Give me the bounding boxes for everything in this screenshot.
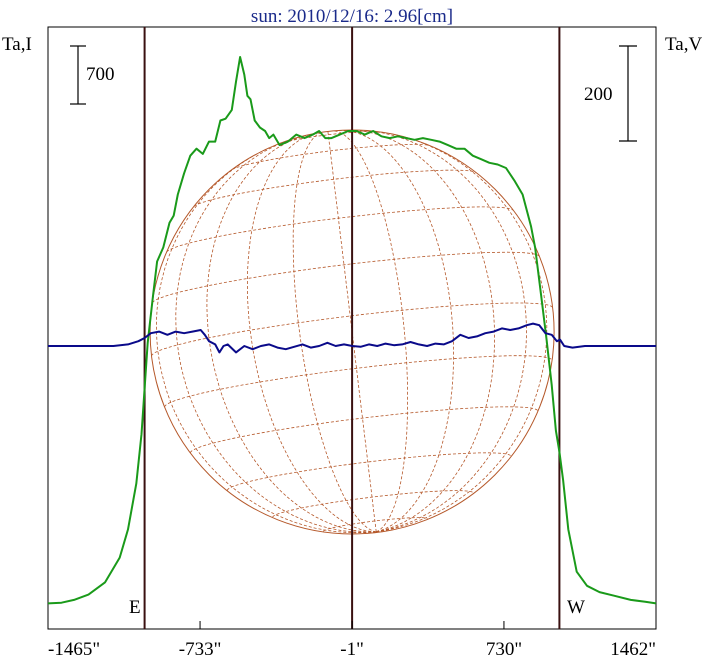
left-axis-label: Ta,I <box>2 34 32 55</box>
parallel-line <box>323 517 428 532</box>
x-tick-label: -1465" <box>48 639 100 660</box>
meridian-line <box>247 132 377 533</box>
parallel-line <box>226 452 512 491</box>
limb-label-east: E <box>129 597 141 618</box>
parallel-line <box>164 355 553 408</box>
scale-bar-right <box>619 45 637 142</box>
parallel-line <box>231 144 431 170</box>
right-axis-label: Ta,V <box>665 34 702 55</box>
series-layer <box>47 56 657 605</box>
x-axis-ticks: -1465" -733" -1" 730" 1462" <box>47 621 657 660</box>
meridian-line <box>206 135 377 533</box>
meridian-line <box>364 130 527 533</box>
x-tick-label: 1462" <box>610 639 656 660</box>
meridian-line <box>338 130 454 533</box>
meridian-line <box>175 138 377 533</box>
parallel-line <box>272 490 474 518</box>
center-and-limb-lines <box>143 27 561 629</box>
meridian-line <box>155 147 377 534</box>
parallel-line <box>193 169 477 207</box>
intensity-series-line <box>47 56 657 605</box>
x-tick-label: -1" <box>340 639 364 660</box>
chart-title: sun: 2010/12/16: 2.96[cm] <box>251 6 453 27</box>
scale-bar-left <box>70 45 86 105</box>
parallel-line <box>190 406 539 453</box>
parallel-line <box>166 206 514 253</box>
x-tick-label: 730" <box>486 639 522 660</box>
scale-bar-right-label: 200 <box>584 84 613 105</box>
scale-bar-left-label: 700 <box>86 64 115 85</box>
parallel-line <box>151 251 540 304</box>
meridian-line <box>333 130 408 533</box>
x-tick-label: -733" <box>179 639 222 660</box>
polarization-series-line <box>48 322 656 354</box>
limb-label-west: W <box>567 597 585 618</box>
meridian-line <box>350 129 496 533</box>
meridian-line <box>292 131 377 533</box>
